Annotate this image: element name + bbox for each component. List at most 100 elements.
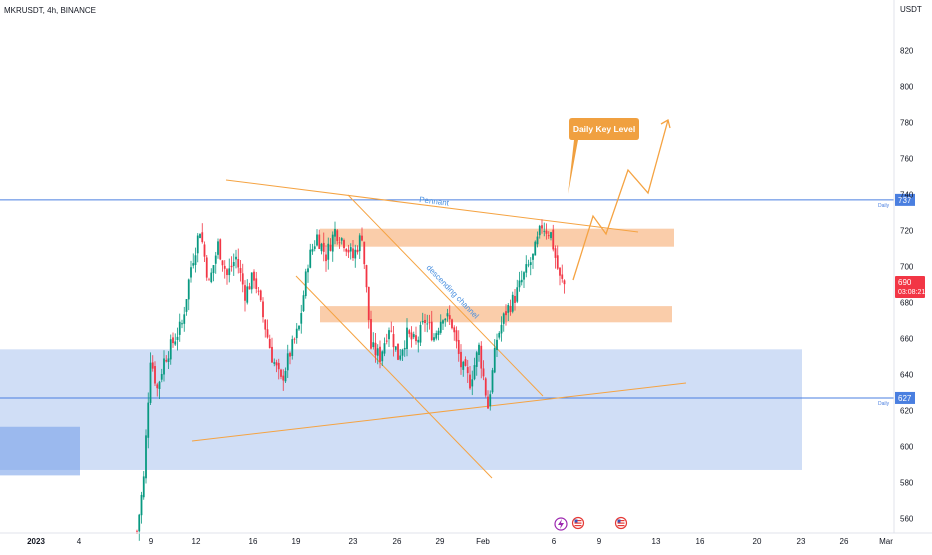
- price-tick-label: 740: [900, 190, 914, 199]
- pennant-upper-line[interactable]: [225, 179, 639, 233]
- candle-body: [354, 249, 357, 259]
- candle-body: [550, 232, 552, 239]
- candle-body: [406, 327, 408, 350]
- candle-body: [453, 327, 456, 333]
- candle-body: [464, 359, 467, 366]
- candle-body: [415, 335, 417, 342]
- time-tick-label: 4: [77, 537, 82, 546]
- candle-body: [268, 338, 271, 349]
- candle-body: [316, 234, 318, 246]
- candle-body: [363, 241, 366, 265]
- daily-key-level-callout[interactable]: Daily Key Level: [568, 118, 639, 194]
- candle-body: [156, 384, 159, 389]
- candle-body: [376, 348, 379, 356]
- price-tick-label: 820: [900, 46, 914, 55]
- candle-body: [176, 336, 179, 341]
- time-tick-label: 19: [292, 537, 301, 546]
- trendlines[interactable]: [191, 119, 687, 479]
- time-tick-label: 26: [393, 537, 402, 546]
- candle-body: [309, 249, 312, 268]
- candle-body: [520, 279, 523, 283]
- candle-body: [401, 349, 404, 356]
- candle-body: [302, 295, 305, 312]
- candle-body: [403, 347, 406, 350]
- candle-body: [538, 225, 541, 236]
- time-axis[interactable]: 2023 4 9 12 16 19 23 26 29 Feb 6 9 13 16 20 23 26 Mar: [27, 537, 893, 546]
- candle-body: [374, 342, 377, 356]
- candle-body: [466, 367, 469, 374]
- time-tick-label: 6: [552, 537, 557, 546]
- candle-body: [277, 362, 280, 370]
- us-flag-event-icon[interactable]: [614, 516, 628, 530]
- pennant-lower-line[interactable]: [191, 382, 687, 442]
- price-tick-label: 640: [900, 371, 914, 380]
- candle-body: [529, 262, 532, 266]
- time-tick-label: 20: [753, 537, 762, 546]
- zone-rect[interactable]: [320, 306, 672, 323]
- candle-body: [480, 345, 483, 369]
- candle-body: [185, 299, 188, 312]
- zone-rect[interactable]: [320, 228, 674, 247]
- candle-body: [514, 295, 516, 303]
- candle-body: [311, 249, 314, 252]
- candle-body: [217, 241, 219, 255]
- callout-label: Daily Key Level: [573, 124, 635, 134]
- pennant-label: Pennant: [419, 195, 450, 208]
- channel-upper-line[interactable]: [347, 194, 544, 397]
- key-level-price-box: [895, 193, 915, 206]
- candle-body: [192, 263, 195, 266]
- candle-body: [154, 366, 156, 384]
- candle-body: [187, 279, 190, 300]
- candle-body: [340, 238, 343, 241]
- key-level-price-label: 627: [898, 394, 912, 403]
- candle-body: [138, 514, 141, 532]
- zone-rect[interactable]: [0, 349, 802, 470]
- candle-body: [194, 255, 197, 265]
- channel-lower-line[interactable]: [295, 275, 493, 479]
- currency-label: USDT: [900, 5, 922, 14]
- candle-body: [419, 324, 422, 343]
- lightning-event-icon[interactable]: [554, 517, 568, 531]
- time-tick-label: Mar: [879, 537, 893, 546]
- candle-body: [250, 272, 253, 290]
- candle-body: [545, 230, 548, 234]
- candle-body: [255, 278, 258, 290]
- projection-path[interactable]: [572, 119, 669, 281]
- candle-body: [365, 265, 368, 288]
- candle-body: [383, 343, 386, 354]
- candle-body: [500, 324, 503, 334]
- candle-body: [399, 355, 402, 360]
- candle-body: [381, 351, 384, 362]
- key-level-price-label: 737: [898, 196, 912, 205]
- candle-body: [482, 368, 485, 377]
- candle-body: [493, 347, 496, 373]
- price-tick-label: 720: [900, 226, 914, 235]
- candle-body: [345, 248, 348, 252]
- candle-body: [370, 319, 372, 349]
- candle-body: [437, 330, 440, 335]
- candle-body: [385, 340, 388, 342]
- price-axis[interactable]: 820 800 780 760 740 720 700 680 660 640 620 600 580 5…: [900, 46, 914, 523]
- us-flag-event-icon[interactable]: [571, 516, 585, 530]
- key-level-tag: Daily: [878, 203, 890, 209]
- candle-body: [145, 435, 147, 479]
- candle-body: [473, 365, 476, 380]
- candle-body: [525, 264, 528, 273]
- candle-body: [196, 235, 199, 254]
- candle-body: [291, 339, 294, 356]
- time-tick-label: 9: [149, 537, 154, 546]
- time-tick-label: 16: [249, 537, 258, 546]
- candle-body: [505, 311, 507, 316]
- candle-body: [147, 402, 150, 438]
- time-tick-label: Feb: [476, 537, 490, 546]
- candle-body: [322, 242, 325, 252]
- candle-body: [149, 362, 152, 403]
- candle-body: [527, 264, 530, 266]
- candle-body: [532, 253, 534, 260]
- candle-body: [327, 243, 330, 260]
- zone-rect[interactable]: [0, 426, 80, 476]
- candle-body: [379, 346, 381, 362]
- candle-body: [484, 378, 487, 396]
